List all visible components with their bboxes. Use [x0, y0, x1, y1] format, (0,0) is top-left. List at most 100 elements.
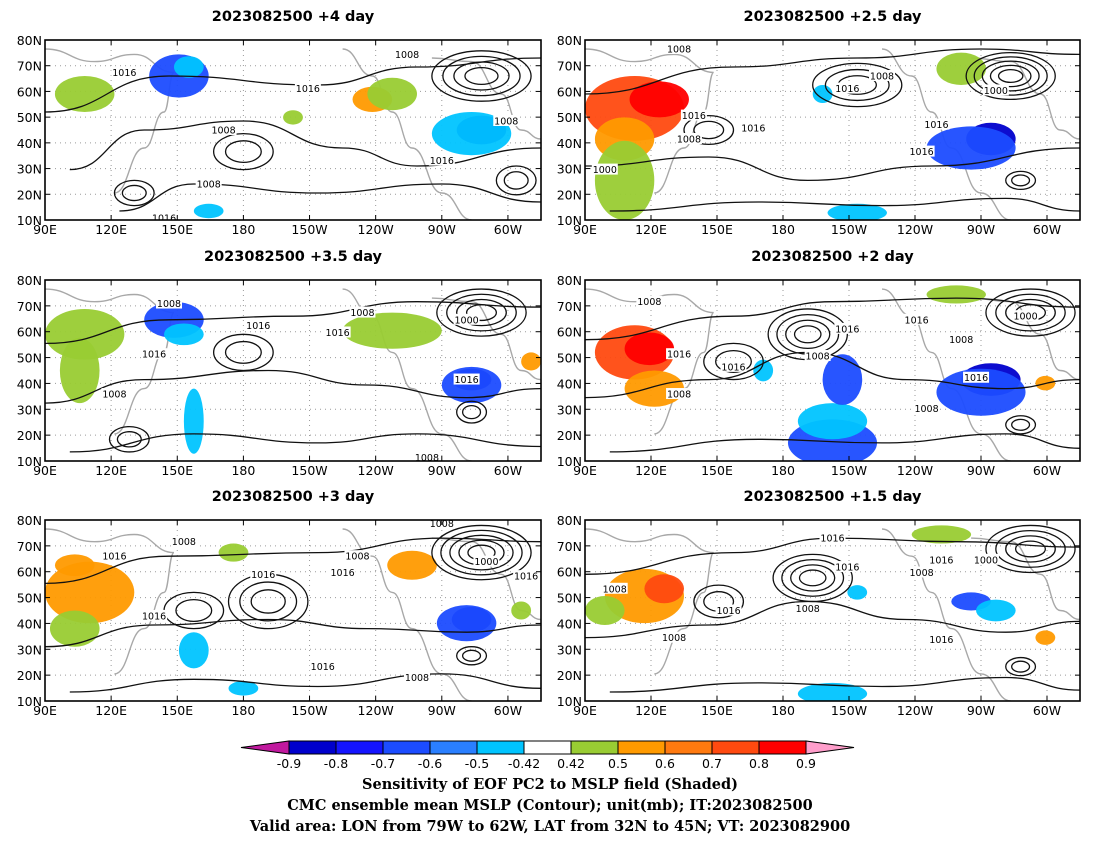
contour-labels: 1008 1016 1016 1008 1016 1008 1016 1000 1008 1016 — [601, 532, 999, 646]
isobar — [503, 171, 529, 190]
colorbar: -0.9 -0.8 -0.7 -0.6 -0.5 -0.42 0.42 0.5 0.6 0.7 0.… — [240, 740, 855, 771]
isobar — [1011, 418, 1031, 431]
lat-tick-label: 40N — [17, 136, 42, 151]
isobar — [45, 301, 541, 345]
lat-tick-label: 30N — [17, 642, 42, 657]
isobar — [1005, 170, 1037, 191]
shaded-region — [624, 332, 675, 366]
isobar — [224, 340, 262, 364]
isobar — [693, 120, 725, 140]
shaded-region — [183, 388, 204, 454]
lat-tick-label: 60N — [17, 84, 42, 99]
lon-tick-label: 150E — [701, 222, 733, 237]
shaded-region — [585, 596, 625, 625]
isobar — [212, 132, 274, 171]
lat-tick-label: 50N — [17, 591, 42, 606]
colorbar-tick-label: 0.5 — [608, 756, 628, 771]
colorbar-box — [429, 740, 478, 755]
contour-label: 1000 — [455, 315, 479, 326]
lon-tick-label: 60W — [1033, 222, 1061, 237]
lon-tick-label: 60W — [1033, 703, 1061, 718]
lon-tick-label: 120W — [897, 703, 933, 718]
lat-tick-label: 70N — [557, 59, 582, 74]
mslp-contours — [45, 524, 541, 693]
isobar — [790, 564, 836, 592]
contour-label: 1008 — [345, 552, 369, 563]
shaded-region — [926, 126, 1016, 170]
lon-tick-label: 150E — [161, 222, 193, 237]
lat-tick-label: 50N — [557, 351, 582, 366]
caption-valid-area: Valid area: LON from 79W to 62W, LAT fro… — [249, 818, 851, 835]
colorbar-box — [523, 740, 572, 755]
isobar — [446, 293, 517, 332]
lon-tick-label: 150E — [701, 463, 733, 478]
isobar — [45, 369, 541, 404]
contour-label: 1008 — [949, 335, 973, 346]
isobar — [440, 529, 523, 576]
lat-tick-label: 50N — [17, 110, 42, 125]
lat-tick-label: 10N — [17, 213, 42, 228]
contour-label: 1016 — [331, 568, 355, 579]
contour-label: 1008 — [667, 390, 691, 401]
lon-tick-label: 90W — [428, 703, 456, 718]
colorbar-tick-label: -0.9 — [277, 756, 301, 771]
isobar — [985, 288, 1076, 337]
contour-label: 1008 — [910, 568, 934, 579]
panel-frame — [44, 519, 542, 702]
isobar — [973, 56, 1048, 96]
map-panel: 2023082500 +1.5 day100810161016100810161… — [557, 489, 1081, 718]
isobar — [812, 62, 903, 108]
panel-frame — [584, 39, 1081, 221]
isobar — [116, 431, 142, 448]
lat-tick-label: 20N — [557, 187, 582, 202]
sensitivity-shading — [45, 301, 541, 454]
contour-label: 1008 — [102, 390, 126, 401]
lon-tick-label: 150W — [831, 222, 867, 237]
isobar — [453, 61, 510, 91]
lon-tick-label: 120E — [95, 703, 127, 718]
lon-tick-label: 120W — [358, 463, 394, 478]
contour-label: 1016 — [910, 147, 934, 158]
isobar — [456, 646, 488, 666]
contour-label: 1008 — [637, 297, 661, 308]
isobar — [495, 165, 537, 196]
shaded-region — [629, 81, 689, 118]
contour-label: 1008 — [494, 117, 518, 128]
lat-tick-label: 70N — [17, 299, 42, 314]
shaded-region — [521, 352, 541, 371]
isobar — [239, 581, 298, 622]
contour-label: 1016 — [311, 662, 335, 673]
shaded-region — [1035, 630, 1056, 645]
lon-tick-label: 90W — [428, 463, 456, 478]
contour-label: 1008 — [430, 519, 454, 530]
contour-label: 1016 — [835, 324, 859, 335]
map-panel: 2023082500 +2.5 day100810081016101610081… — [557, 9, 1081, 237]
shaded-region — [847, 585, 868, 600]
lat-tick-label: 40N — [17, 616, 42, 631]
colorbar-tick-label: 0.8 — [749, 756, 769, 771]
lon-tick-label: 60W — [494, 463, 522, 478]
lon-tick-label: 90E — [33, 463, 57, 478]
isobar — [781, 558, 845, 597]
isobar — [793, 325, 822, 344]
shaded-region — [45, 308, 125, 360]
lon-tick-label: 180 — [771, 703, 795, 718]
contour-label: 1016 — [112, 68, 136, 79]
contour-label: 1008 — [172, 537, 196, 548]
lat-tick-label: 10N — [557, 454, 582, 469]
contour-label: 1008 — [405, 673, 429, 684]
isobar — [456, 298, 507, 327]
lon-tick-label: 90W — [967, 222, 995, 237]
isobar — [45, 537, 541, 585]
isobar — [1005, 535, 1056, 563]
mslp-contours — [585, 288, 1080, 453]
contour-label: 1016 — [964, 373, 988, 384]
isobar — [693, 584, 745, 619]
sensitivity-shading — [54, 54, 512, 219]
panel-frame — [44, 39, 542, 221]
contour-label: 1016 — [152, 214, 176, 225]
lat-tick-label: 30N — [557, 402, 582, 417]
isobar — [965, 51, 1056, 101]
isobar — [585, 297, 1080, 341]
